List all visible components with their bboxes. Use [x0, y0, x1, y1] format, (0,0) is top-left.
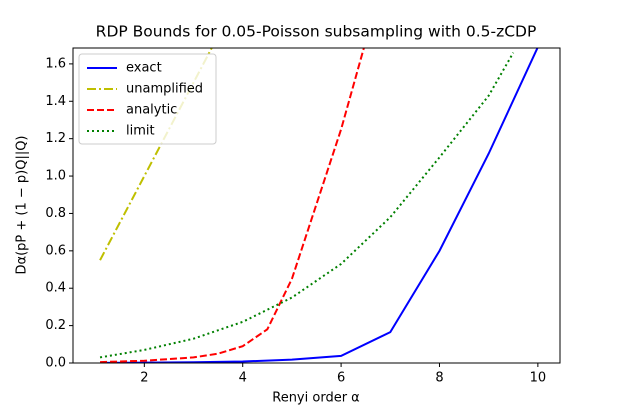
y-tick-label: 0.0	[45, 356, 66, 371]
y-tick-label: 1.6	[45, 56, 66, 71]
x-tick-label: 8	[435, 371, 443, 386]
x-tick-label: 2	[140, 371, 148, 386]
legend-label: unamplified	[126, 82, 203, 97]
y-tick-label: 0.2	[45, 318, 66, 333]
x-tick-label: 10	[530, 371, 547, 386]
y-tick-label: 1.4	[45, 94, 66, 109]
legend-label: limit	[126, 124, 155, 139]
legend-label: analytic	[126, 103, 177, 118]
y-tick-label: 1.2	[45, 131, 66, 146]
y-tick-label: 0.8	[45, 206, 66, 221]
y-tick-label: 0.6	[45, 243, 66, 258]
data-line	[99, 52, 515, 359]
x-tick-label: 4	[239, 371, 247, 386]
x-axis-label: Renyi order α	[272, 391, 360, 406]
y-tick-label: 0.4	[45, 281, 66, 296]
legend-box	[78, 53, 217, 145]
data-line	[100, 48, 539, 363]
legend: exact unamplified analytic limit	[78, 53, 217, 145]
y-axis-label: Dα(pP + (1 − p)Q||Q)	[15, 135, 30, 274]
y-tick-label: 1.0	[45, 169, 66, 184]
axes-frame	[72, 47, 561, 364]
legend-label: exact	[126, 61, 162, 76]
chart-title: RDP Bounds for 0.05-Poisson subsampling …	[96, 23, 537, 41]
x-tick-label: 6	[337, 371, 345, 386]
